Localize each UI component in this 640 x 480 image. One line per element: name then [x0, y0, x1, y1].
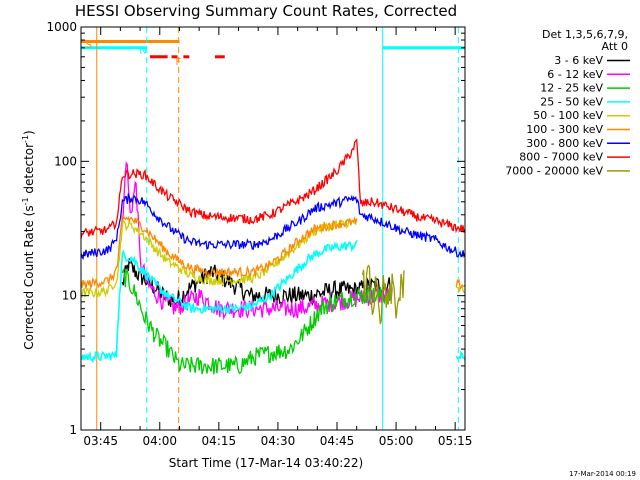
- series-line: [361, 264, 405, 325]
- legend-label: 50 - 100 keV: [533, 109, 603, 122]
- series-25-50keV: [80, 239, 466, 363]
- legend-label: 100 - 300 keV: [526, 123, 603, 136]
- series-line: [121, 268, 393, 375]
- plot-area: S N F: [80, 27, 466, 430]
- series-line: [80, 192, 466, 261]
- x-tick-label: 04:30: [261, 434, 296, 448]
- y-tick-label: 10: [62, 289, 77, 303]
- series-line: [80, 138, 466, 239]
- series-line: [121, 160, 393, 321]
- legend-label: 3 - 6 keV: [554, 54, 603, 67]
- legend-label: 12 - 25 keV: [540, 82, 603, 95]
- y-axis-label: Corrected Count Rate (s-1 detector-1): [21, 130, 36, 349]
- x-tick-label: 04:00: [142, 434, 177, 448]
- x-tick-label: 04:15: [202, 434, 237, 448]
- y-axis-label-sup2: -1: [21, 135, 30, 143]
- x-axis-label: Start Time (17-Mar-14 03:40:22): [169, 456, 363, 470]
- x-tick-label: 03:45: [83, 434, 118, 448]
- axes: 1 10 100 1000 03:45 04:00 04:15 04:30 04:45 05:00…: [46, 20, 472, 448]
- y-tick-label: 1000: [46, 20, 77, 34]
- series-6-12keV: [121, 160, 393, 321]
- y-axis-label-part2: detector: [22, 143, 36, 198]
- legend-subtitle: Att 0: [602, 40, 628, 53]
- series-100-300keV: [80, 215, 466, 291]
- y-tick-label: 1: [69, 423, 77, 437]
- y-axis-label-sup1: -1: [21, 197, 30, 205]
- chart-title: HESSI Observing Summary Count Rates, Cor…: [75, 2, 457, 20]
- series-line: [455, 350, 466, 361]
- series-line: [80, 239, 358, 363]
- legend-label: 300 - 800 keV: [526, 137, 603, 150]
- legend-label: 7000 - 20000 keV: [505, 164, 603, 177]
- x-tick-label: 04:45: [320, 434, 355, 448]
- y-tick-label: 100: [54, 154, 77, 168]
- y-axis-label-part3: ): [22, 130, 36, 135]
- series-7000-20000keV: [361, 264, 405, 325]
- legend-label: 25 - 50 keV: [540, 95, 603, 108]
- legend-label: 6 - 12 keV: [547, 68, 603, 81]
- series-800-7000keV: [80, 138, 466, 239]
- x-tick-label: 05:15: [438, 434, 473, 448]
- series-line: [80, 215, 358, 291]
- plot-frame: [80, 26, 466, 431]
- y-axis-label-part1: Corrected Count Rate (s: [22, 205, 36, 349]
- series-12-25keV: [121, 268, 393, 375]
- legend-label: 800 - 7000 keV: [519, 151, 603, 164]
- flag-night: N: [139, 45, 146, 56]
- series-line: [455, 279, 466, 291]
- x-tick-label: 05:00: [379, 434, 414, 448]
- series-300-800keV: [80, 192, 466, 261]
- flag-saturation: S: [86, 40, 92, 51]
- flag-flare: F: [176, 57, 182, 68]
- footer-date: 17-Mar-2014 00:19: [569, 470, 636, 478]
- legend-title: Det 1,3,5,6,7,9,: [542, 28, 628, 41]
